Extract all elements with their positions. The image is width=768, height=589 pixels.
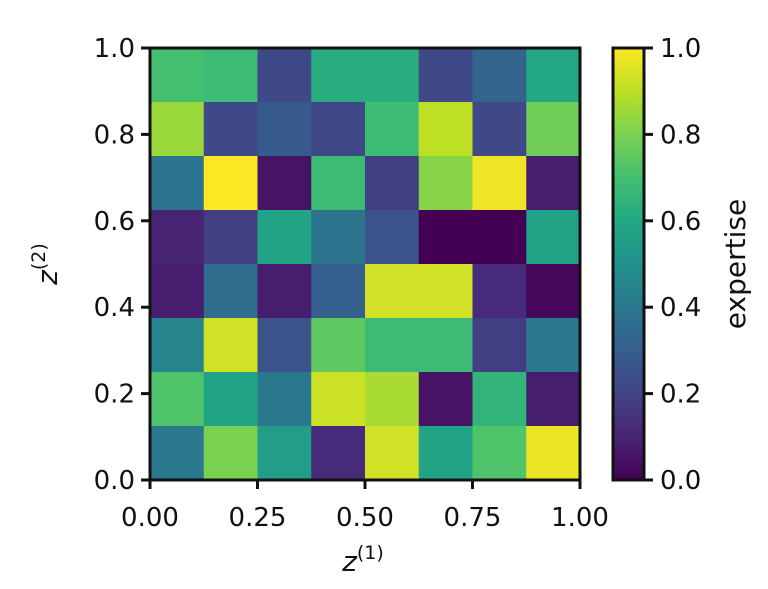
heatmap-cell-r1-c1 (203, 102, 259, 157)
heatmap-cell-r3-c4 (365, 210, 420, 265)
heatmap-cell-r1-c6 (472, 102, 527, 157)
heatmap-cell-r4-c5 (418, 264, 474, 319)
heatmap-cell-r2-c0 (150, 156, 205, 211)
heatmap-cell-r3-c6 (472, 210, 527, 265)
heatmap-cell-r1-c7 (526, 102, 581, 157)
heatmap-cell-r0-c0 (150, 48, 205, 103)
heatmap-cell-r2-c2 (257, 156, 312, 211)
heatmap-cell-r7-c0 (150, 426, 205, 481)
heatmap-cell-r3-c2 (257, 210, 312, 265)
heatmap-cell-r4-c4 (365, 264, 420, 319)
heatmap-cell-r7-c1 (203, 426, 259, 481)
colorbar-ticks: 0.0 0.2 0.4 0.6 0.8 1.0 (644, 34, 701, 496)
x-axis-label-sup: (1) (357, 542, 384, 564)
heatmap-cell-r0-c6 (472, 48, 527, 103)
y-axis-label-sup: (2) (28, 243, 50, 270)
x-tick-label-3: 0.75 (444, 503, 502, 533)
heatmap-cell-r0-c5 (418, 48, 474, 103)
heatmap-cell-r4-c0 (150, 264, 205, 319)
heatmap-cell-r2-c1 (203, 156, 259, 211)
heatmap-cell-r7-c3 (311, 426, 366, 481)
heatmap-cell-r3-c0 (150, 210, 205, 265)
heatmap-cell-r7-c7 (526, 426, 581, 481)
heatmap-cell-r5-c1 (203, 318, 259, 373)
heatmap-cell-r4-c1 (203, 264, 259, 319)
heatmap-cell-r2-c6 (472, 156, 527, 211)
y-axis-label: z(2) (28, 243, 64, 286)
heatmap-cell-r4-c6 (472, 264, 527, 319)
heatmap-cell-r1-c3 (311, 102, 366, 157)
heatmap-cell-r5-c6 (472, 318, 527, 373)
y-tick-label-0: 0.0 (94, 466, 135, 496)
x-tick-label-1: 0.25 (229, 503, 287, 533)
x-tick-label-4: 1.00 (551, 503, 609, 533)
heatmap-cell-r3-c3 (311, 210, 366, 265)
x-axis-label: z(1) (341, 542, 384, 578)
heatmap-cells (150, 48, 581, 481)
heatmap-cell-r0-c3 (311, 48, 366, 103)
heatmap-cell-r0-c7 (526, 48, 581, 103)
colorbar-tick-label-3: 0.6 (660, 207, 701, 237)
colorbar-frame (611, 46, 646, 482)
x-axis-label-base: z (341, 545, 358, 578)
y-axis-label-base: z (31, 269, 64, 286)
heatmap-cell-r5-c7 (526, 318, 581, 373)
heatmap-cell-r6-c7 (526, 372, 581, 427)
heatmap-cell-r4-c7 (526, 264, 581, 319)
heatmap-cell-r2-c7 (526, 156, 581, 211)
y-axis-label-group: z(2) (28, 243, 64, 286)
x-axis-ticks: 0.00 0.25 0.50 0.75 1.00 (121, 480, 609, 533)
heatmap-cell-r2-c5 (418, 156, 474, 211)
heatmap-cell-r5-c5 (418, 318, 474, 373)
heatmap-cell-r1-c2 (257, 102, 312, 157)
heatmap-cell-r3-c7 (526, 210, 581, 265)
heatmap-cell-r6-c0 (150, 372, 205, 427)
colorbar-tick-label-4: 0.8 (660, 120, 701, 150)
heatmap-cell-r2-c4 (365, 156, 420, 211)
heatmap-cell-r5-c3 (311, 318, 366, 373)
heatmap-cell-r5-c2 (257, 318, 312, 373)
heatmap-cell-r4-c3 (311, 264, 366, 319)
heatmap-cell-r6-c1 (203, 372, 259, 427)
y-tick-label-4: 0.8 (94, 120, 135, 150)
heatmap-cell-r3-c1 (203, 210, 259, 265)
heatmap-cell-r6-c3 (311, 372, 366, 427)
heatmap-cell-r7-c5 (418, 426, 474, 481)
heatmap-cell-r6-c5 (418, 372, 474, 427)
heatmap-cell-r4-c2 (257, 264, 312, 319)
heatmap-cell-r3-c5 (418, 210, 474, 265)
y-tick-label-3: 0.6 (94, 207, 135, 237)
heatmap-cell-r6-c6 (472, 372, 527, 427)
y-axis-ticks: 0.0 0.2 0.4 0.6 0.8 1.0 (94, 34, 150, 496)
colorbar-tick-label-5: 1.0 (660, 34, 701, 64)
heatmap-cell-r1-c4 (365, 102, 420, 157)
heatmap-cell-r2-c3 (311, 156, 366, 211)
heatmap-cell-r1-c5 (418, 102, 474, 157)
heatmap-cell-r1-c0 (150, 102, 205, 157)
y-tick-label-2: 0.4 (94, 293, 135, 323)
colorbar-tick-label-2: 0.4 (660, 293, 701, 323)
y-tick-label-1: 0.2 (94, 380, 135, 410)
colorbar-label: expertise (719, 199, 752, 329)
x-tick-label-0: 0.00 (121, 503, 179, 533)
colorbar-tick-label-1: 0.2 (660, 380, 701, 410)
heatmap-cell-r7-c2 (257, 426, 312, 481)
colorbar-tick-label-0: 0.0 (660, 466, 701, 496)
heatmap-cell-r5-c0 (150, 318, 205, 373)
heatmap-cell-r5-c4 (365, 318, 420, 373)
heatmap-cell-r7-c4 (365, 426, 420, 481)
heatmap-cell-r0-c2 (257, 48, 312, 103)
heatmap-cell-r0-c4 (365, 48, 420, 103)
y-tick-label-5: 1.0 (94, 34, 135, 64)
heatmap-cell-r6-c2 (257, 372, 312, 427)
heatmap-cell-r7-c6 (472, 426, 527, 481)
heatmap-cell-r6-c4 (365, 372, 420, 427)
heatmap-cell-r0-c1 (203, 48, 259, 103)
x-tick-label-2: 0.50 (336, 503, 394, 533)
colorbar (613, 48, 644, 480)
